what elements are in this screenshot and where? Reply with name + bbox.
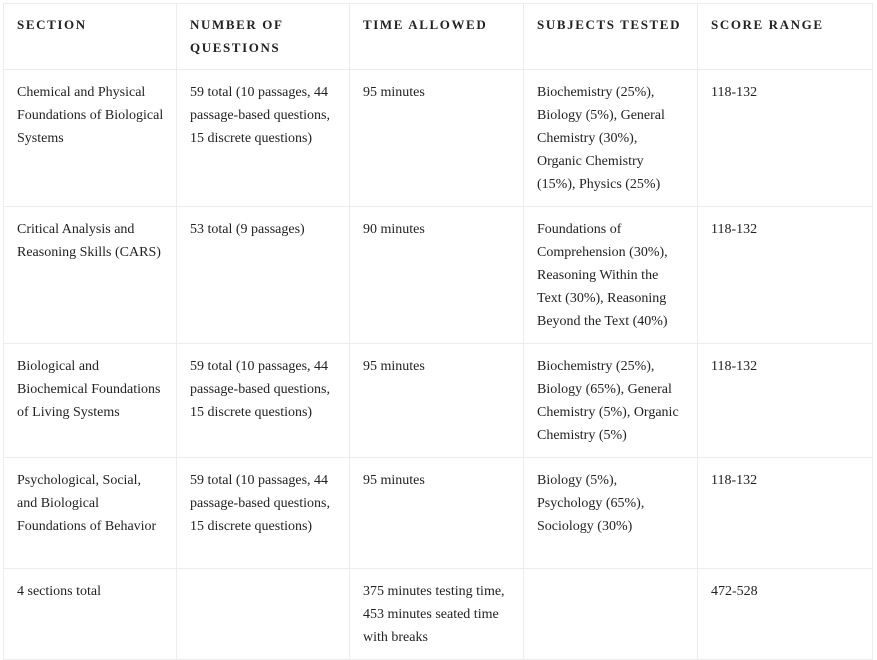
header-time-allowed: TIME ALLOWED [349,3,524,70]
cell-questions: 59 total (10 passages, 44 passage-based … [176,343,350,458]
cell-questions: 59 total (10 passages, 44 passage-based … [176,457,350,569]
cell-questions: 53 total (9 passages) [176,206,350,344]
cell-time: 90 minutes [349,206,524,344]
cell-score: 472-528 [697,568,873,660]
cell-questions [176,568,350,660]
cell-time: 95 minutes [349,69,524,207]
cell-subjects: Biology (5%), Psychology (65%), Sociolog… [523,457,698,569]
cell-subjects [523,568,698,660]
cell-time: 375 minutes testing time, 453 minutes se… [349,568,524,660]
table-row: Chemical and Physical Foundations of Bio… [3,69,873,207]
cell-time: 95 minutes [349,343,524,458]
cell-section: Chemical and Physical Foundations of Bio… [3,69,177,207]
cell-score: 118-132 [697,206,873,344]
cell-section: Critical Analysis and Reasoning Skills (… [3,206,177,344]
cell-score: 118-132 [697,457,873,569]
cell-time: 95 minutes [349,457,524,569]
header-subjects-tested: SUBJECTS TESTED [523,3,698,70]
header-number-of-questions: NUMBER OF QUESTIONS [176,3,350,70]
cell-section: Psychological, Social, and Biological Fo… [3,457,177,569]
cell-section: 4 sections total [3,568,177,660]
cell-section: Biological and Biochemical Foundations o… [3,343,177,458]
cell-score: 118-132 [697,69,873,207]
cell-subjects: Foundations of Comprehension (30%), Reas… [523,206,698,344]
table-row: Biological and Biochemical Foundations o… [3,343,873,458]
cell-subjects: Biochemistry (25%), Biology (5%), Genera… [523,69,698,207]
cell-subjects: Biochemistry (25%), Biology (65%), Gener… [523,343,698,458]
header-section: SECTION [3,3,177,70]
table-row: Psychological, Social, and Biological Fo… [3,457,873,569]
mcat-sections-table: SECTION NUMBER OF QUESTIONS TIME ALLOWED… [3,3,873,660]
table-row: 4 sections total 375 minutes testing time… [3,568,873,660]
cell-questions: 59 total (10 passages, 44 passage-based … [176,69,350,207]
table-row: Critical Analysis and Reasoning Skills (… [3,206,873,344]
header-row: SECTION NUMBER OF QUESTIONS TIME ALLOWED… [3,3,873,70]
cell-score: 118-132 [697,343,873,458]
header-score-range: SCORE RANGE [697,3,873,70]
